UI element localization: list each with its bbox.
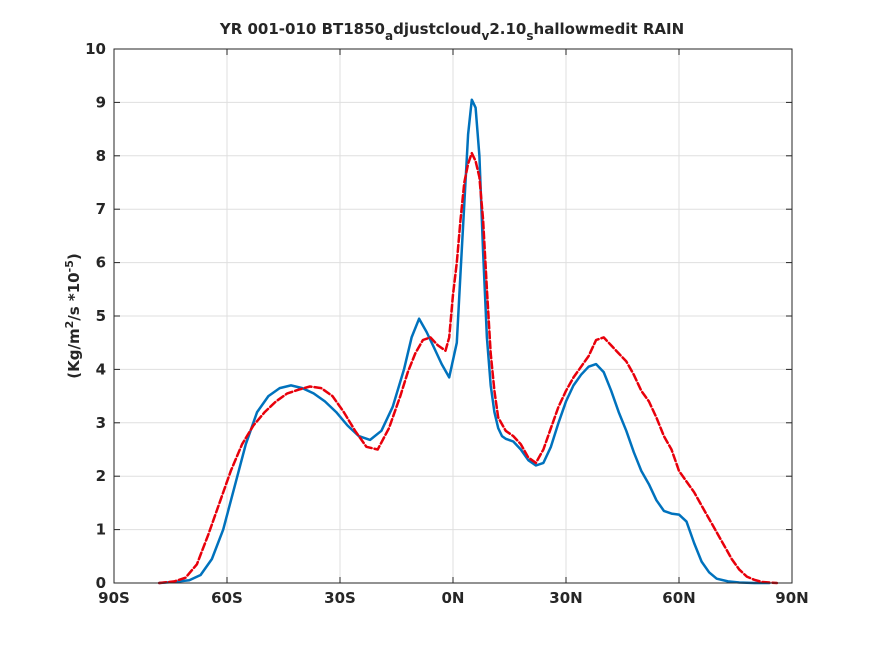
series-line-2: [157, 151, 779, 585]
x-tick-label: 0N: [442, 589, 465, 607]
x-tick-label: 90N: [775, 589, 808, 607]
chart-title: YR 001-010 BT1850adjustcloudv2.10shallow…: [219, 20, 684, 43]
y-tick-label: 1: [96, 521, 106, 539]
y-tick-label: 5: [96, 307, 106, 325]
y-axis-label: (Kg/m2/s *10-5): [63, 253, 83, 378]
series-line-1: [157, 98, 771, 585]
x-tick-label: 30S: [324, 589, 356, 607]
x-tick-label: 30N: [549, 589, 582, 607]
y-tick-label: 9: [96, 93, 106, 111]
y-tick-label: 8: [96, 147, 106, 165]
y-tick-label: 6: [96, 254, 106, 272]
y-tick-label: 3: [96, 414, 106, 432]
y-tick-label: 4: [96, 360, 106, 378]
ticks: 90S 60S 30S 0N 30N 60N 90N 0 1 2 3 4 5 6 7 8 9 10: [85, 40, 809, 607]
x-tick-label: 90S: [98, 589, 130, 607]
x-tick-label: 60N: [662, 589, 695, 607]
x-tick-label: 60S: [211, 589, 243, 607]
y-tick-label: 10: [85, 40, 106, 58]
y-tick-label: 0: [96, 574, 106, 592]
y-tick-label: 2: [96, 467, 106, 485]
grid: [113, 48, 793, 584]
y-tick-label: 7: [96, 200, 106, 218]
series-layer: [157, 98, 779, 585]
